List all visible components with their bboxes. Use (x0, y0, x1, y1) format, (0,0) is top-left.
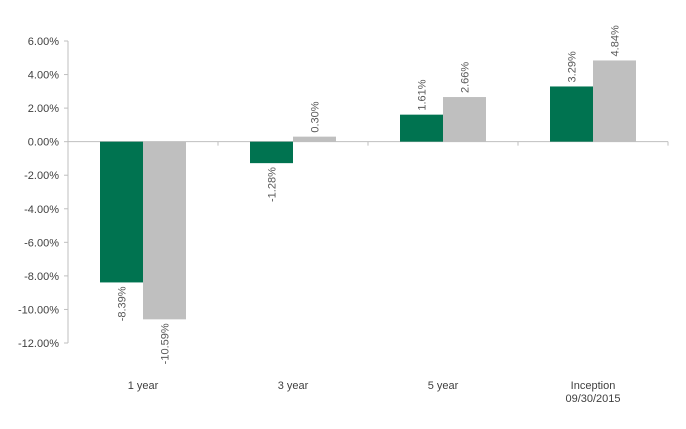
bar-series-2 (443, 97, 486, 142)
bar-series-2 (143, 141, 186, 320)
category-label: 09/30/2015 (565, 393, 620, 405)
bar-series-1 (100, 141, 143, 283)
category-label: 3 year (278, 380, 309, 392)
bar-series-2 (293, 136, 336, 142)
y-tick-label: 4.00% (28, 70, 59, 82)
category-label: Inception (571, 380, 616, 392)
bar-series-1 (400, 114, 443, 142)
y-tick-label: -10.00% (18, 304, 59, 316)
data-label: -10.59% (160, 323, 172, 364)
data-label: 3.29% (567, 51, 579, 82)
data-label: -8.39% (117, 286, 129, 321)
bar-series-2 (593, 60, 636, 142)
y-tick-label: -6.00% (24, 237, 59, 249)
y-tick-label: -8.00% (24, 271, 59, 283)
bar-series-1 (550, 86, 593, 142)
data-label: 4.84% (610, 25, 622, 56)
data-label: 0.30% (310, 101, 322, 132)
data-label: 2.66% (460, 62, 472, 93)
y-tick-label: -2.00% (24, 170, 59, 182)
category-label: 1 year (128, 380, 159, 392)
bar-series-1 (250, 141, 293, 164)
y-tick-label: -4.00% (24, 204, 59, 216)
data-label: -1.28% (267, 167, 279, 202)
data-label: 1.61% (417, 79, 429, 110)
y-tick-label: 0.00% (28, 137, 59, 149)
y-tick-label: 6.00% (28, 36, 59, 48)
y-tick-label: -12.00% (18, 338, 59, 350)
category-label: 5 year (428, 380, 459, 392)
y-tick-label: 2.00% (28, 103, 59, 115)
